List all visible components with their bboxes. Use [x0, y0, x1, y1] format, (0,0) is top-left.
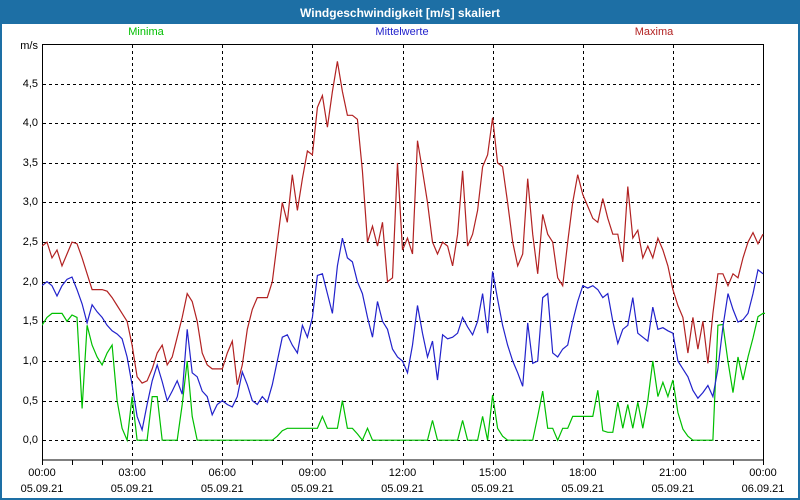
- x-tick-date: 05.09.21: [200, 483, 244, 495]
- x-tick-time: 03:00: [118, 467, 146, 479]
- legend-maxima: Maxima: [634, 26, 674, 38]
- y-tick-label: 1,5: [22, 315, 38, 328]
- x-tick-date: 05.09.21: [651, 483, 695, 495]
- plot-border: [42, 44, 764, 461]
- x-tick-date: 05.09.21: [561, 483, 605, 495]
- x-tick-time: 06:00: [208, 467, 237, 479]
- y-tick-label: 4,5: [22, 77, 38, 90]
- x-tick-time: 21:00: [659, 467, 687, 479]
- x-tick-date: 05.09.21: [290, 483, 334, 495]
- x-tick-date: 05.09.21: [110, 483, 154, 495]
- mittelwerte-line: [42, 237, 764, 433]
- y-tick-label: 0,0: [22, 434, 38, 447]
- x-tick-date: 06.09.21: [741, 483, 785, 495]
- window-title: Windgeschwindigkeit [m/s] skaliert: [300, 6, 500, 20]
- chart-canvas: [42, 44, 765, 465]
- maxima-line: [42, 61, 764, 385]
- legend-mittelwerte: Mittelwerte: [375, 26, 429, 38]
- y-tick-label: 4,0: [22, 117, 38, 130]
- legend-minima: Minima: [128, 26, 164, 38]
- y-tick-label: 0,5: [22, 394, 38, 407]
- x-tick-time: 12:00: [388, 467, 417, 479]
- y-tick-label: 2,0: [22, 275, 38, 288]
- x-tick-time: 00:00: [749, 467, 777, 479]
- y-axis-unit-label: m/s: [20, 40, 38, 52]
- x-tick-time: 15:00: [478, 467, 507, 479]
- window-title-bar: Windgeschwindigkeit [m/s] skaliert: [2, 2, 798, 24]
- y-tick-label: 1,0: [22, 354, 38, 367]
- x-tick-time: 09:00: [298, 467, 327, 479]
- minima-line: [42, 312, 765, 443]
- y-tick-label: 2,5: [22, 236, 38, 249]
- x-tick-date: 05.09.21: [20, 483, 64, 495]
- y-tick-label: 3,5: [22, 156, 38, 169]
- x-tick-date: 05.09.21: [471, 483, 515, 495]
- x-tick-time: 00:00: [28, 467, 56, 479]
- y-tick-label: 3,0: [22, 196, 38, 209]
- x-tick-date: 05.09.21: [381, 483, 424, 495]
- x-tick-time: 18:00: [568, 467, 597, 479]
